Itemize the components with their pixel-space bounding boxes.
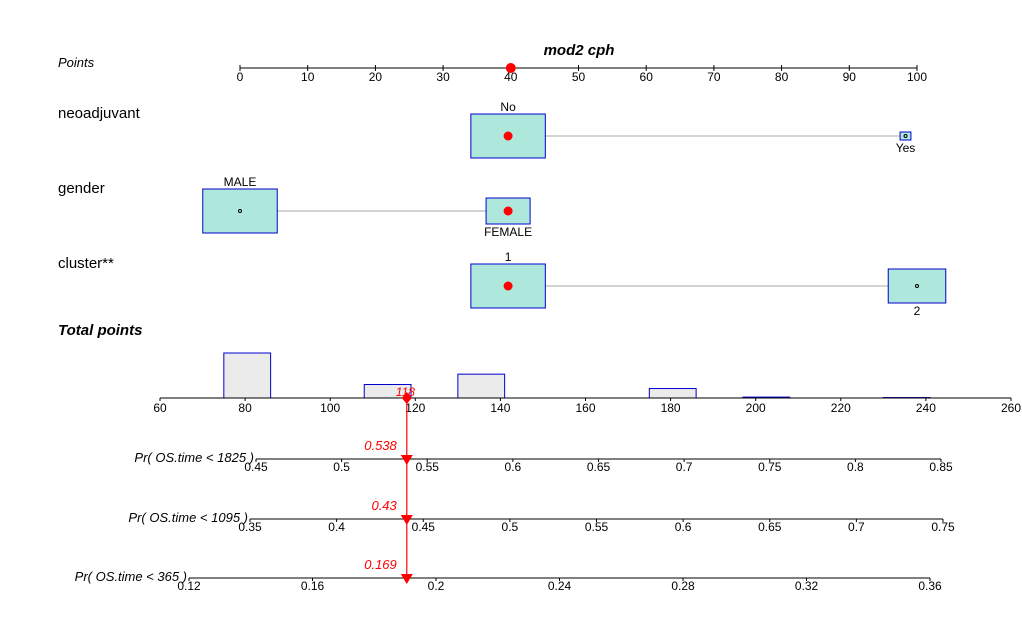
total-points-tick-label: 180 <box>661 401 681 415</box>
probability-marker <box>400 455 413 465</box>
points-axis-tick-label: 70 <box>707 70 721 84</box>
level-box <box>202 188 278 234</box>
level-selected-marker <box>503 206 513 216</box>
probability-axis-label: Pr( OS.time < 365 ) <box>75 569 187 584</box>
level-point <box>238 209 242 213</box>
probability-axis-tick-label: 0.28 <box>671 579 695 593</box>
probability-axis-tick-label: 0.8 <box>847 460 864 474</box>
probability-axis-tick-label: 0.7 <box>676 460 693 474</box>
points-axis-tick-label: 0 <box>237 70 244 84</box>
level-label: No <box>500 100 516 114</box>
level-label: 2 <box>914 304 921 318</box>
histogram-bar <box>223 352 272 399</box>
probability-axis-tick-label: 0.65 <box>587 460 611 474</box>
probability-value-label: 0.43 <box>371 498 397 513</box>
probability-axis-tick-label: 0.4 <box>328 520 345 534</box>
total-points-tick-label: 200 <box>746 401 766 415</box>
points-axis-tick-label: 20 <box>369 70 383 84</box>
total-points-tick-label: 80 <box>238 401 252 415</box>
probability-axis-tick-label: 0.75 <box>931 520 955 534</box>
level-selected-marker <box>503 281 513 291</box>
total-points-tick-label: 100 <box>320 401 340 415</box>
points-axis-tick-label: 40 <box>504 70 518 84</box>
total-points-tick-label: 120 <box>405 401 425 415</box>
probability-axis-tick-label: 0.24 <box>548 579 572 593</box>
probability-axis-tick-label: 0.55 <box>416 460 440 474</box>
variable-name: cluster** <box>58 255 114 272</box>
points-axis-tick-label: 30 <box>436 70 450 84</box>
probability-axis-tick-label: 0.85 <box>929 460 953 474</box>
probability-axis-tick-label: 0.5 <box>333 460 350 474</box>
points-axis-marker <box>505 63 516 73</box>
points-axis-tick-label: 100 <box>907 70 927 84</box>
probability-axis-tick-label: 0.5 <box>502 520 519 534</box>
chart-title: mod2 cph <box>544 42 615 59</box>
probability-axis-tick-label: 0.45 <box>412 520 436 534</box>
probability-axis-tick-label: 0.6 <box>505 460 522 474</box>
level-point <box>915 284 919 288</box>
histogram-bar <box>648 388 697 399</box>
total-points-marker <box>401 392 412 404</box>
probability-axis-tick-label: 0.2 <box>428 579 445 593</box>
probability-axis-tick-label: 0.16 <box>301 579 325 593</box>
probability-axis-tick-label: 0.6 <box>675 520 692 534</box>
points-axis-tick-label: 10 <box>301 70 315 84</box>
points-axis-tick-label: 50 <box>572 70 586 84</box>
probability-axis-tick-label: 0.75 <box>758 460 782 474</box>
level-selected-marker <box>503 131 513 141</box>
total-points-tick-label: 240 <box>916 401 936 415</box>
points-axis-label: Points <box>58 55 95 70</box>
total-points-tick-label: 160 <box>575 401 595 415</box>
points-axis-tick-label: 80 <box>775 70 789 84</box>
level-label: 1 <box>505 250 512 264</box>
points-axis-tick-label: 60 <box>640 70 654 84</box>
total-points-tick-label: 140 <box>490 401 510 415</box>
probability-marker <box>400 574 413 584</box>
probability-axis-label: Pr( OS.time < 1825 ) <box>134 450 254 465</box>
probability-axis-tick-label: 0.7 <box>848 520 865 534</box>
level-box <box>887 268 947 304</box>
probability-axis-tick-label: 0.36 <box>918 579 942 593</box>
probability-axis-tick-label: 0.35 <box>238 520 262 534</box>
probability-axis-tick-label: 0.32 <box>795 579 819 593</box>
histogram-bar <box>457 373 506 399</box>
level-label: FEMALE <box>484 225 532 239</box>
level-label: MALE <box>224 175 257 189</box>
probability-axis-label: Pr( OS.time < 1095 ) <box>128 510 248 525</box>
variable-name: neoadjuvant <box>58 105 141 122</box>
total-points-label: Total points <box>58 322 142 339</box>
chart-marks: 0 10 20 30 40 50 60 70 80 90 100 neoadjuvant No Yes ge… <box>58 63 1021 593</box>
probability-axis-tick-label: 0.12 <box>177 579 201 593</box>
total-points-marker-label: 118 <box>396 385 415 399</box>
total-points-tick-label: 220 <box>831 401 851 415</box>
probability-axis-tick-label: 0.55 <box>585 520 609 534</box>
probability-marker <box>400 515 413 525</box>
level-label: Yes <box>896 141 916 155</box>
total-points-tick-label: 60 <box>153 401 167 415</box>
variable-name: gender <box>58 180 105 197</box>
level-box <box>899 131 912 141</box>
points-axis-tick-label: 90 <box>843 70 857 84</box>
probability-value-label: 0.538 <box>364 438 397 453</box>
total-points-tick-label: 260 <box>1001 401 1021 415</box>
probability-value-label: 0.169 <box>364 557 397 572</box>
level-point <box>903 134 908 138</box>
probability-axis-tick-label: 0.65 <box>758 520 782 534</box>
probability-axis-tick-label: 0.45 <box>244 460 268 474</box>
